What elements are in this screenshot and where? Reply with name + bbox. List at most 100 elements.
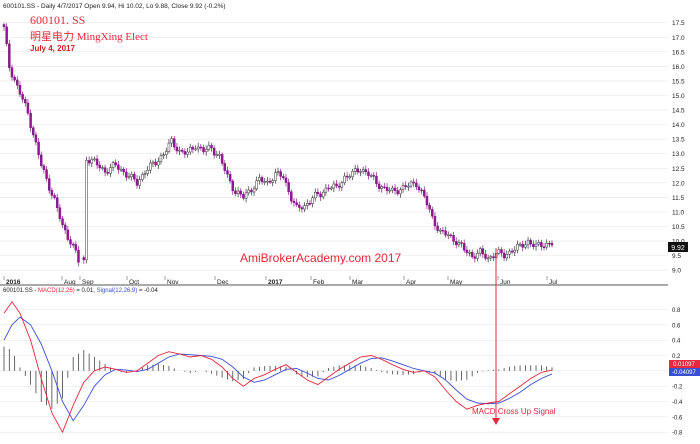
price-candle-body	[396, 190, 399, 195]
price-candle-body	[534, 243, 538, 247]
price-candle-body	[274, 172, 277, 181]
price-candle-body	[380, 186, 383, 189]
cross-up-annotation: MACD Cross Up Signal	[472, 248, 556, 425]
price-x-tick-label: Jul	[549, 279, 558, 286]
price-candle-body	[21, 94, 24, 100]
price-candle-body	[404, 185, 407, 187]
price-candle-body	[175, 146, 179, 152]
price-candle-body	[324, 187, 328, 193]
price-candle-body	[300, 207, 304, 210]
price-candle-body	[308, 203, 312, 205]
price-candle-body	[359, 171, 362, 173]
price-candle-body	[61, 218, 64, 226]
price-candle-body	[154, 161, 157, 166]
price-x-tick-label: Jun	[500, 279, 511, 286]
price-candle-body	[87, 160, 91, 164]
price-candle-body	[42, 165, 46, 170]
price-candle-body	[228, 173, 232, 182]
price-candle-body	[393, 187, 397, 191]
price-candle-body	[332, 183, 336, 189]
price-candle-body	[433, 215, 437, 227]
macd-header-macd-label: MACD(12,26)	[38, 288, 75, 294]
price-candle-body	[106, 172, 109, 174]
price-y-tick-label: 17.0	[672, 35, 685, 42]
price-candle-body	[287, 182, 290, 192]
price-candle-body	[220, 154, 224, 164]
price-candle-body	[239, 190, 243, 195]
price-candle-body	[505, 254, 509, 259]
signal-value-tag: -0.04097	[672, 370, 696, 376]
price-candle-body	[2, 24, 6, 28]
price-candle-body	[489, 256, 493, 259]
price-candle-body	[532, 243, 535, 247]
price-candle-body	[204, 149, 208, 153]
price-candle-body	[71, 243, 75, 246]
price-x-tick-label: Oct	[129, 279, 139, 286]
price-candle-body	[377, 183, 381, 189]
price-candle-body	[409, 181, 413, 187]
price-candle-body	[215, 154, 219, 157]
price-candle-body	[151, 161, 155, 164]
price-x-tick-label: 2016	[6, 279, 21, 286]
macd-header-signal-label: Signal(12,26,9)	[97, 288, 138, 294]
macd-y-tick-label: -0.4	[672, 400, 683, 406]
price-candle-body	[141, 174, 144, 180]
price-x-tick-label: Nov	[167, 279, 179, 286]
price-candle-body	[319, 193, 322, 198]
price-candle-body	[167, 142, 171, 152]
price-y-tick-label: 13.0	[672, 151, 685, 158]
price-y-tick-label: 16.5	[672, 49, 685, 56]
macd-value-tags: 0.01097 -0.04097	[669, 360, 700, 376]
price-candle-body	[343, 175, 346, 184]
price-candle-body	[428, 204, 431, 210]
price-candle-body	[550, 243, 554, 246]
price-candle-body	[130, 173, 133, 177]
price-x-tick-label: Mar	[352, 279, 364, 286]
price-y-tick-label: 11.5	[672, 195, 685, 202]
macd-header-prefix: 600101.SS -	[3, 288, 38, 294]
price-candle-body	[454, 241, 458, 246]
price-candle-body	[13, 76, 16, 81]
price-candle-body	[508, 250, 511, 255]
price-candle-body	[436, 225, 439, 231]
macd-header-signal-value: = -0.04	[137, 288, 158, 294]
price-candle-body	[364, 169, 368, 173]
macd-y-tick-label: 0.4	[672, 339, 681, 345]
macd-value-tag: 0.01097	[673, 362, 695, 368]
price-candle-body	[292, 200, 296, 203]
price-candle-body	[548, 242, 551, 245]
price-candle-body	[290, 191, 293, 202]
price-candle-body	[388, 189, 391, 192]
price-candle-body	[298, 204, 301, 208]
price-candle-body	[157, 161, 160, 166]
price-candle-body	[85, 160, 88, 261]
price-candle-body	[276, 171, 280, 173]
price-candle-body	[311, 197, 314, 204]
price-x-tick-label: Aug	[64, 279, 76, 286]
price-candle-body	[74, 244, 78, 251]
price-candle-body	[133, 173, 136, 180]
price-candle-body	[16, 79, 19, 86]
price-candle-body	[10, 67, 14, 78]
price-candle-body	[367, 171, 370, 176]
signal-line	[3, 316, 553, 422]
price-candle-body	[521, 243, 524, 248]
price-candle-body	[452, 235, 455, 242]
price-candle-body	[77, 249, 80, 263]
price-candle-body	[537, 242, 540, 245]
price-candle-body	[212, 147, 216, 156]
price-candle-body	[518, 243, 522, 246]
price-candle-body	[385, 186, 389, 191]
price-candle-body	[247, 189, 250, 194]
price-candle-body	[460, 242, 463, 244]
price-candle-body	[375, 175, 378, 185]
price-x-tick-label: 2017	[268, 279, 283, 286]
macd-y-tick-label: 0.6	[672, 323, 681, 329]
price-candle-body	[337, 185, 341, 188]
price-header: 600101.SS - Daily 4/7/2017 Open 9.94, Hi…	[3, 3, 226, 10]
price-candle-body	[50, 190, 54, 196]
price-candle-body	[351, 171, 354, 178]
price-y-tick-label: 11.0	[672, 209, 685, 216]
price-x-tick-label: Dec	[217, 279, 229, 286]
price-candle-body	[218, 154, 221, 156]
